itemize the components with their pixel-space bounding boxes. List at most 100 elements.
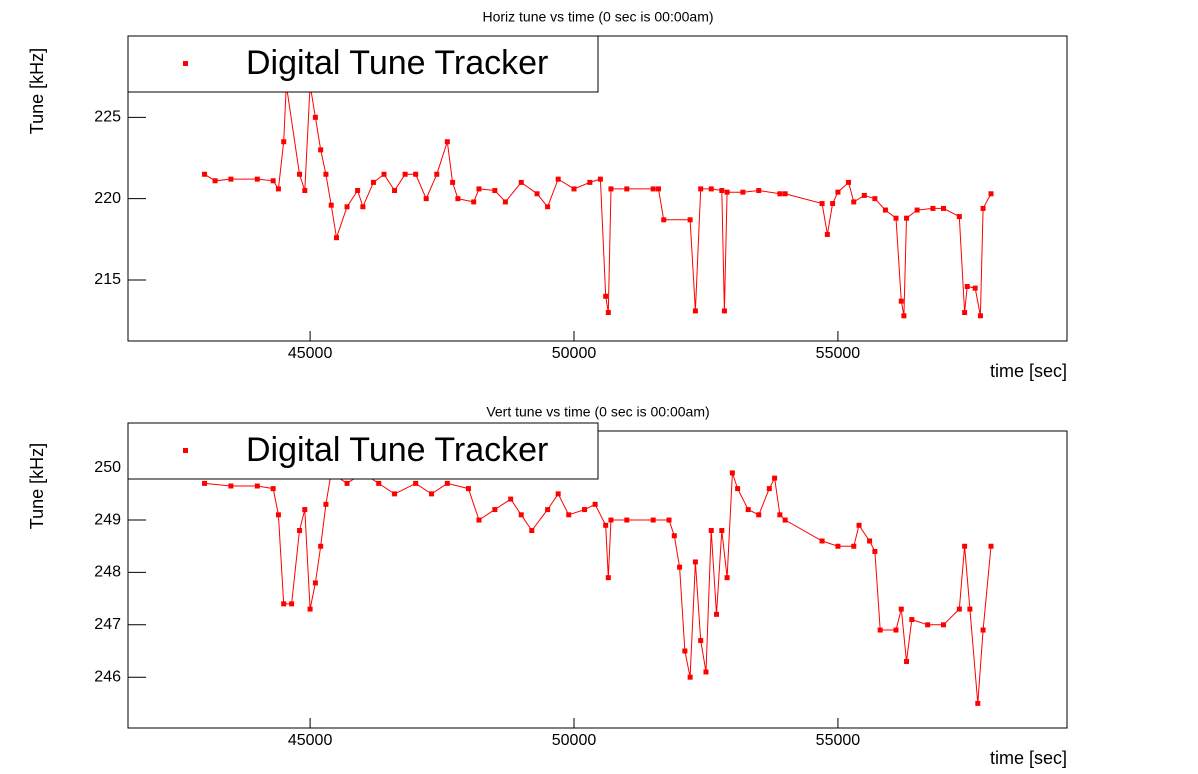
data-point	[344, 480, 350, 486]
data-point	[980, 627, 986, 633]
data-point	[777, 512, 783, 518]
data-point	[312, 114, 318, 120]
data-point	[719, 528, 725, 534]
data-point	[687, 674, 693, 680]
data-point	[608, 517, 614, 523]
data-point	[202, 480, 208, 486]
data-point	[719, 188, 725, 194]
data-point	[355, 188, 361, 194]
y-tick-label: 249	[94, 511, 121, 528]
legend-marker	[183, 61, 188, 66]
data-point	[925, 622, 931, 628]
data-point	[297, 171, 303, 177]
data-point	[381, 171, 387, 177]
data-point	[518, 512, 524, 518]
data-point	[275, 186, 281, 192]
data-point	[281, 601, 287, 607]
data-point	[508, 496, 514, 502]
data-point	[930, 205, 936, 211]
data-point	[534, 191, 540, 197]
data-point	[904, 215, 910, 221]
data-point	[328, 202, 334, 208]
data-point	[428, 491, 434, 497]
data-point	[877, 627, 883, 633]
data-point	[940, 205, 946, 211]
data-point	[729, 470, 735, 476]
data-point	[413, 480, 419, 486]
data-point	[413, 171, 419, 177]
data-point	[666, 517, 672, 523]
data-point	[777, 191, 783, 197]
data-point	[977, 313, 983, 319]
data-point	[940, 622, 946, 628]
legend-box	[127, 35, 599, 93]
data-point	[708, 186, 714, 192]
data-point	[402, 171, 408, 177]
data-point	[698, 638, 704, 644]
data-point	[582, 507, 588, 513]
data-point	[476, 517, 482, 523]
data-point	[587, 179, 593, 185]
data-point	[851, 543, 857, 549]
x-tick-label: 45000	[288, 345, 333, 362]
data-point	[476, 186, 482, 192]
data-point	[518, 179, 524, 185]
y-axis-label: Tune [kHz]	[27, 48, 47, 134]
data-point	[721, 308, 727, 314]
data-point	[698, 186, 704, 192]
data-point	[740, 189, 746, 195]
data-point	[529, 528, 535, 534]
data-point	[455, 196, 461, 202]
legend-label: Digital Tune Tracker	[246, 44, 548, 82]
y-tick-label: 248	[94, 564, 121, 581]
data-point	[302, 507, 308, 513]
data-point	[980, 205, 986, 211]
data-point	[323, 171, 329, 177]
data-point	[708, 528, 714, 534]
data-point	[392, 188, 398, 194]
y-tick-label: 215	[94, 271, 121, 288]
data-point	[423, 196, 429, 202]
data-point	[318, 147, 324, 153]
data-point	[302, 188, 308, 194]
data-point	[845, 179, 851, 185]
data-point	[603, 293, 609, 299]
data-point	[772, 475, 778, 481]
data-point	[856, 522, 862, 528]
data-point	[471, 199, 477, 205]
data-point	[608, 186, 614, 192]
data-point	[872, 196, 878, 202]
data-point	[964, 284, 970, 290]
data-point	[671, 533, 677, 539]
data-point	[661, 217, 667, 223]
data-point	[824, 231, 830, 237]
data-point	[597, 176, 603, 182]
data-point	[692, 308, 698, 314]
data-point	[724, 575, 730, 581]
data-point	[956, 606, 962, 612]
data-point	[370, 179, 376, 185]
data-point	[450, 179, 456, 185]
data-point	[270, 486, 276, 492]
chart-title: Horiz tune vs time (0 sec is 00:00am)	[482, 9, 713, 25]
data-point	[893, 215, 899, 221]
x-tick-label: 55000	[816, 345, 861, 362]
data-point	[289, 601, 295, 607]
data-point	[861, 192, 867, 198]
data-point	[270, 178, 276, 184]
data-point	[281, 139, 287, 145]
data-point	[835, 189, 841, 195]
x-tick-label: 50000	[552, 732, 597, 749]
data-point	[228, 176, 234, 182]
data-point	[882, 207, 888, 213]
data-point	[555, 176, 561, 182]
data-point	[867, 538, 873, 544]
data-point	[819, 201, 825, 207]
data-point	[275, 512, 281, 518]
data-point	[545, 204, 551, 210]
data-point	[434, 171, 440, 177]
data-point	[318, 543, 324, 549]
data-point	[962, 543, 968, 549]
data-point	[297, 528, 303, 534]
